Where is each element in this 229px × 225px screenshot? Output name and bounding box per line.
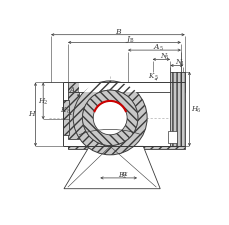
Text: 6: 6 (195, 108, 199, 113)
Bar (169, 72, 184, 146)
Text: 3: 3 (75, 89, 78, 94)
Circle shape (73, 81, 147, 155)
Text: B: B (129, 38, 133, 43)
Text: B: B (118, 171, 123, 179)
Bar (68, 82, 184, 92)
Text: 3: 3 (164, 55, 167, 60)
Bar (68, 82, 184, 92)
Text: 2: 2 (44, 100, 47, 105)
Text: N: N (174, 58, 181, 66)
Text: N: N (159, 52, 165, 60)
Bar (167, 131, 176, 142)
Text: 8: 8 (67, 109, 70, 114)
Text: 5: 5 (154, 74, 157, 80)
Circle shape (93, 101, 127, 135)
Text: H: H (38, 97, 44, 105)
Text: A: A (69, 86, 74, 94)
Bar (79, 82, 169, 92)
Text: A: A (153, 43, 159, 51)
Polygon shape (64, 146, 160, 189)
Bar (63, 100, 69, 135)
Text: K: K (148, 72, 153, 79)
Circle shape (82, 90, 137, 146)
Bar (68, 92, 79, 139)
Bar (68, 146, 184, 149)
Text: 1: 1 (180, 61, 183, 66)
Text: α: α (121, 170, 126, 178)
Text: K: K (60, 106, 65, 114)
Text: H: H (190, 105, 196, 113)
Text: H: H (28, 110, 35, 118)
Bar (169, 72, 184, 146)
Bar (63, 100, 69, 135)
Bar (68, 92, 79, 139)
Text: B: B (114, 28, 120, 36)
Text: 5: 5 (158, 46, 161, 51)
Circle shape (82, 90, 137, 146)
Text: J: J (125, 35, 128, 43)
Bar (68, 146, 184, 149)
Text: 2: 2 (123, 174, 126, 179)
